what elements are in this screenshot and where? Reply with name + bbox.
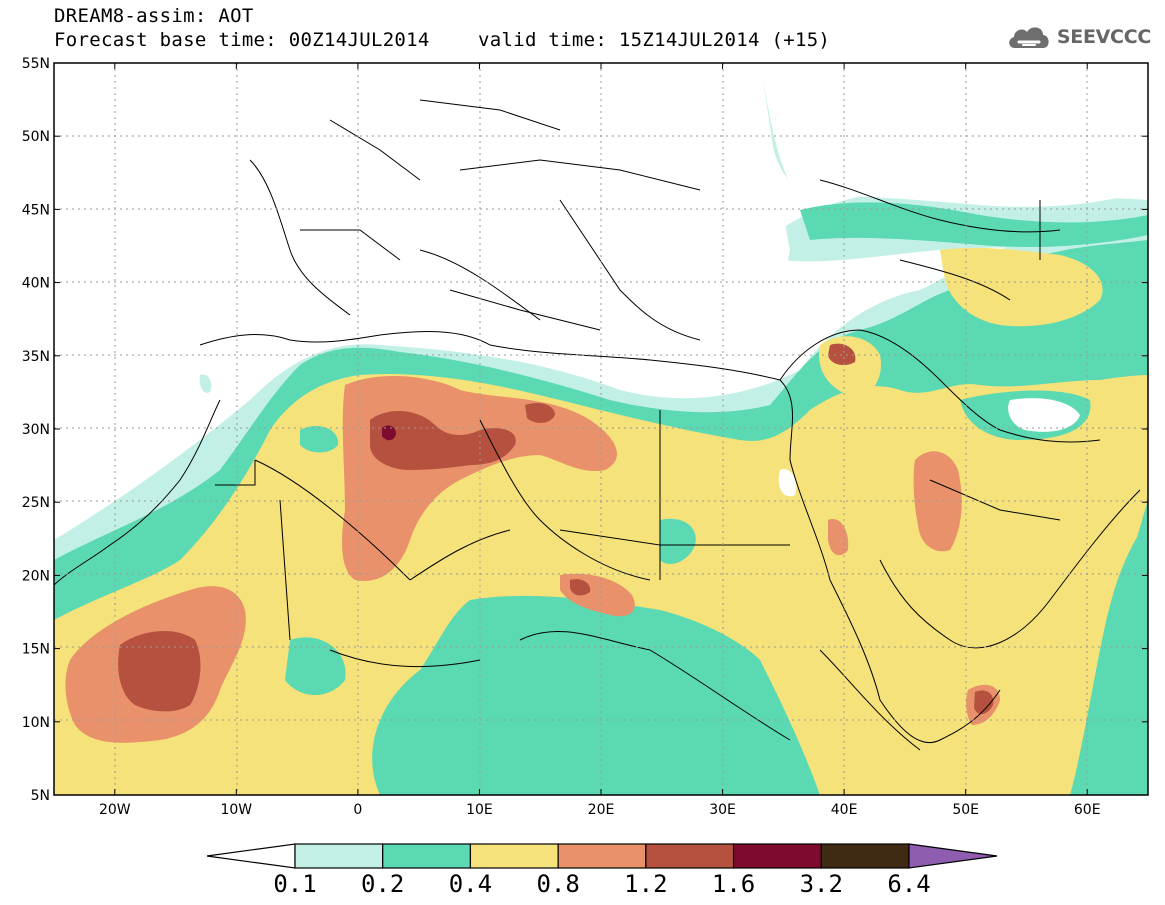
- aot-level-1.6: [382, 425, 396, 441]
- colorbar-swatch: [732, 843, 822, 869]
- lon-label: 0: [353, 802, 362, 818]
- aot-clear: [54, 63, 1148, 497]
- colorbar-label: 0.2: [361, 870, 404, 898]
- lat-label: 15N: [22, 642, 50, 658]
- seevccc-logo: SEEVCCC: [1005, 22, 1151, 52]
- colorbar-swatch: [820, 843, 910, 869]
- colorbar-swatch: [645, 843, 735, 869]
- colorbar-label: 0.4: [449, 870, 492, 898]
- cloud-icon: [1009, 27, 1049, 48]
- colorbar-label: 1.2: [624, 870, 667, 898]
- lon-label: 20W: [99, 802, 131, 818]
- colorbar-label: 6.4: [887, 870, 930, 898]
- colorbar-swatch: [469, 843, 559, 869]
- colorbar-max-arrow: [908, 843, 998, 869]
- lat-label: 35N: [22, 349, 50, 365]
- lon-labels: 20W 10W 0 10E 20E 30E 40E 50E 60E: [99, 802, 1101, 818]
- lat-labels: 55N 50N 45N 40N 35N 30N 25N 20N 15N 10N 5N: [22, 56, 50, 804]
- lon-ticks: [114, 63, 1088, 795]
- colorbar-swatch: [294, 843, 384, 869]
- valid-time: valid time: 15Z14JUL2014 (+15): [478, 29, 831, 51]
- lat-ticks: [54, 62, 1148, 796]
- lon-label: 60E: [1074, 802, 1101, 818]
- lat-label: 20N: [22, 568, 50, 584]
- lat-label: 40N: [22, 276, 50, 292]
- colorbar-label: 0.8: [536, 870, 579, 898]
- lat-label: 45N: [22, 202, 50, 218]
- aot-field: [54, 63, 1148, 795]
- colorbar-min-arrow: [206, 843, 296, 869]
- lat-label: 30N: [22, 422, 50, 438]
- lat-label: 25N: [22, 495, 50, 511]
- colorbar: [206, 843, 998, 869]
- colorbar-labels: 0.1 0.2 0.4 0.8 1.2 1.6 3.2 6.4: [273, 870, 930, 898]
- lon-label: 40E: [831, 802, 858, 818]
- lon-label: 30E: [709, 802, 736, 818]
- lon-label: 10E: [466, 802, 493, 818]
- colorbar-label: 3.2: [800, 870, 843, 898]
- colorbar-swatch: [382, 843, 472, 869]
- graticule: [54, 63, 1148, 795]
- colorbar-label: 1.6: [712, 870, 755, 898]
- lon-label: 50E: [952, 802, 979, 818]
- logo-text: SEEVCCC: [1056, 26, 1151, 48]
- coastlines: [54, 99, 1141, 751]
- forecast-base-time: Forecast base time: 00Z14JUL2014: [54, 29, 430, 51]
- lon-label: 10W: [220, 802, 252, 818]
- lat-label: 55N: [22, 56, 50, 72]
- lon-label: 20E: [588, 802, 615, 818]
- colorbar-swatch: [557, 843, 647, 869]
- colorbar-label: 0.1: [273, 870, 316, 898]
- aot-level-1.2: [118, 343, 994, 715]
- lat-label: 5N: [31, 788, 50, 804]
- lat-label: 10N: [22, 715, 50, 731]
- map-title: DREAM8-assim: AOT: [54, 5, 254, 27]
- lat-label: 50N: [22, 129, 50, 145]
